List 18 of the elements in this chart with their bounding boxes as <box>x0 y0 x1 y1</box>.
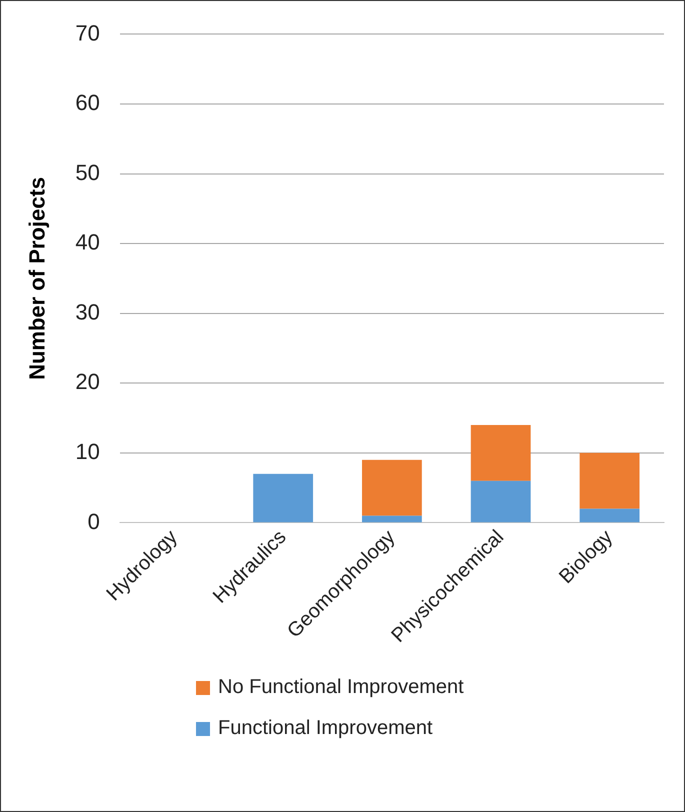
y-tick-label: 30 <box>75 299 100 324</box>
bar <box>362 516 422 522</box>
legend-label: Functional Improvement <box>218 717 433 740</box>
bar <box>580 508 640 522</box>
legend-label: No Functional Improvement <box>218 676 464 699</box>
bar <box>470 480 531 522</box>
bar <box>580 452 640 509</box>
y-tick-label: 50 <box>75 160 100 185</box>
bar <box>470 425 531 481</box>
y-tick-label: 40 <box>75 230 100 255</box>
y-tick-label: 10 <box>75 438 100 464</box>
bar <box>253 474 314 522</box>
y-tick-label: 20 <box>75 369 100 394</box>
y-tick-label: 70 <box>75 20 100 46</box>
y-tick-label: 60 <box>75 90 100 116</box>
y-axis-title: Number of Projects <box>24 176 50 380</box>
y-tick-label: 0 <box>88 508 100 534</box>
bar <box>362 460 422 516</box>
